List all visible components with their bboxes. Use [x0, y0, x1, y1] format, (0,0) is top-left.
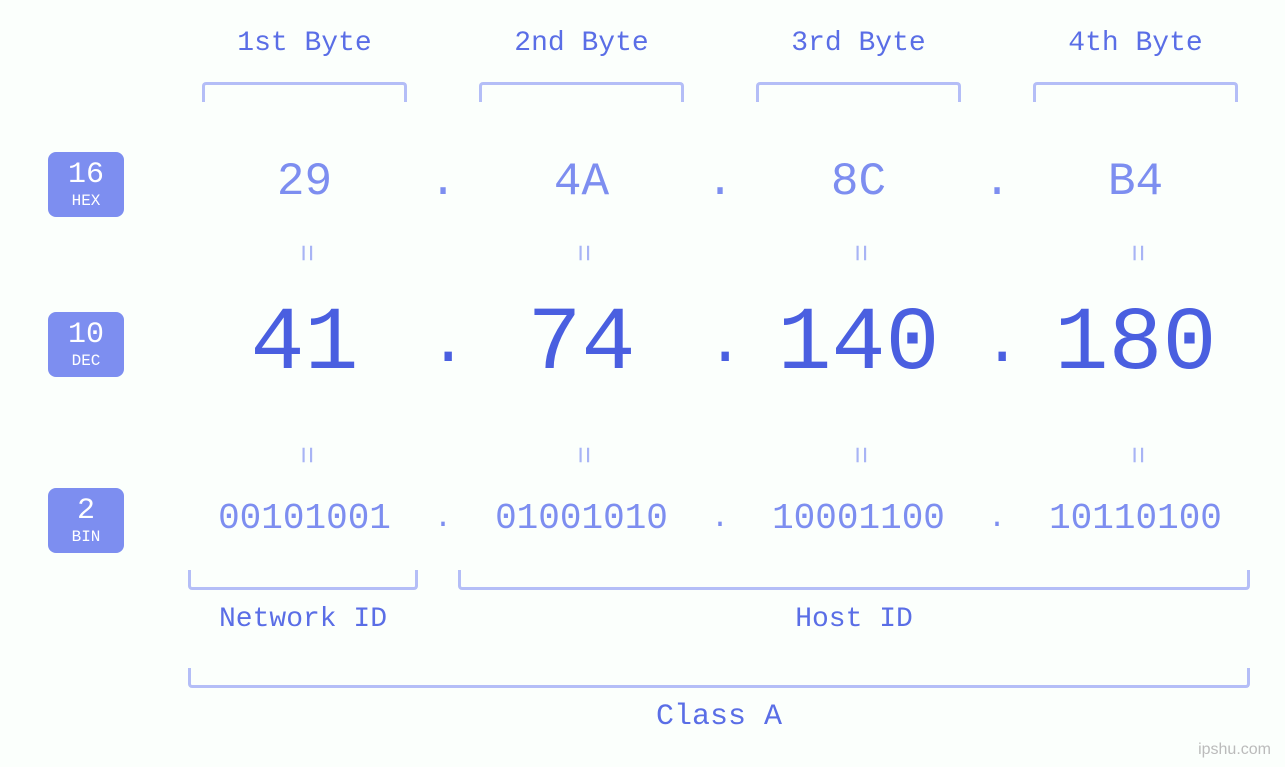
- byte-brackets-top: [180, 82, 1260, 102]
- badge-bin-base: 2: [48, 496, 124, 526]
- bracket-bottom-class: [188, 668, 1250, 688]
- badge-bin: 2 BIN: [48, 488, 124, 553]
- dot-sep: .: [429, 313, 457, 377]
- bin-byte-2: 01001010: [457, 498, 706, 539]
- equals-icon: =: [842, 331, 876, 580]
- equals-icon: =: [565, 331, 599, 580]
- dot-sep: .: [983, 502, 1011, 536]
- dot-sep: .: [983, 313, 1011, 377]
- hex-row: 29 . 4A . 8C . B4: [180, 156, 1260, 208]
- network-id-label: Network ID: [219, 604, 387, 635]
- byte-labels-row: 1st Byte 2nd Byte 3rd Byte 4th Byte: [180, 28, 1260, 59]
- byte-label-3: 3rd Byte: [734, 28, 983, 59]
- bytes-grid: 1st Byte 2nd Byte 3rd Byte 4th Byte 29 .…: [180, 0, 1260, 767]
- badge-dec-base: 10: [48, 320, 124, 350]
- bin-row: 00101001 . 01001010 . 10001100 . 1011010…: [180, 498, 1260, 539]
- bracket-bottom-host: [458, 570, 1250, 590]
- badge-hex: 16 HEX: [48, 152, 124, 217]
- class-group: Class A: [188, 668, 1250, 734]
- bracket-top-1: [202, 82, 407, 102]
- badge-bin-name: BIN: [48, 528, 124, 547]
- dec-row: 41 . 74 . 140 . 180: [180, 300, 1260, 390]
- bin-byte-4: 10110100: [1011, 498, 1260, 539]
- badge-dec-name: DEC: [48, 352, 124, 371]
- bin-byte-3: 10001100: [734, 498, 983, 539]
- equals-row-2: = = = =: [180, 438, 1260, 472]
- host-id-label: Host ID: [795, 604, 913, 635]
- badge-hex-base: 16: [48, 160, 124, 190]
- class-label: Class A: [656, 700, 782, 734]
- dot-sep: .: [706, 313, 734, 377]
- byte-label-1: 1st Byte: [180, 28, 429, 59]
- bin-byte-1: 00101001: [180, 498, 429, 539]
- bracket-top-3: [756, 82, 961, 102]
- badge-hex-name: HEX: [48, 192, 124, 211]
- byte-label-2: 2nd Byte: [457, 28, 706, 59]
- bracket-top-2: [479, 82, 684, 102]
- bracket-bottom-network: [188, 570, 418, 590]
- dot-sep: .: [983, 156, 1011, 208]
- byte-label-4: 4th Byte: [1011, 28, 1260, 59]
- equals-row-1: = = = =: [180, 236, 1260, 270]
- equals-icon: =: [1119, 331, 1153, 580]
- dot-sep: .: [706, 502, 734, 536]
- network-id-group: Network ID: [188, 570, 418, 635]
- dot-sep: .: [429, 156, 457, 208]
- dot-sep: .: [429, 502, 457, 536]
- dot-sep: .: [706, 156, 734, 208]
- ip-breakdown-diagram: 16 HEX 10 DEC 2 BIN 1st Byte 2nd Byte 3r…: [0, 0, 1285, 767]
- badge-dec: 10 DEC: [48, 312, 124, 377]
- bracket-top-4: [1033, 82, 1238, 102]
- network-host-brackets: Network ID Host ID: [180, 570, 1260, 635]
- host-id-group: Host ID: [458, 570, 1250, 635]
- watermark: ipshu.com: [1198, 741, 1271, 759]
- equals-icon: =: [288, 331, 322, 580]
